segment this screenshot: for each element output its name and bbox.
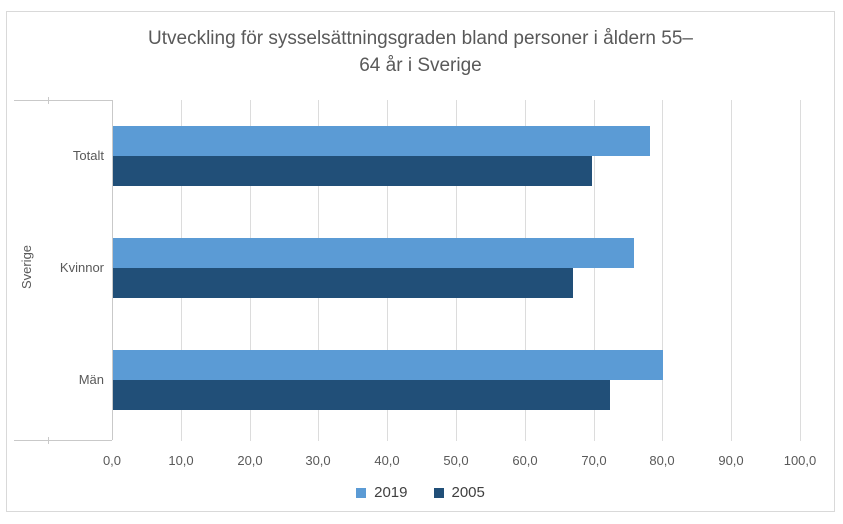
x-axis-tick-label: 80,0 bbox=[649, 453, 675, 468]
legend-item-2019: 2019 bbox=[356, 484, 408, 501]
x-axis-tick bbox=[525, 436, 526, 441]
category-axis-top-line bbox=[14, 100, 112, 101]
category-axis-bottom-line bbox=[14, 440, 112, 441]
bar-2019-kvinnor bbox=[113, 238, 634, 268]
gridline-80,0 bbox=[662, 100, 663, 436]
bar-2005-män bbox=[113, 380, 610, 410]
category-label-kvinnor: Kvinnor bbox=[59, 260, 104, 275]
x-axis-tick bbox=[387, 436, 388, 441]
x-axis-tick bbox=[662, 436, 663, 441]
bar-2005-kvinnor bbox=[113, 268, 573, 298]
x-axis-tick-label: 70,0 bbox=[581, 453, 607, 468]
x-axis-tick bbox=[456, 436, 457, 441]
x-axis-tick bbox=[318, 436, 319, 441]
x-axis-tick bbox=[800, 436, 801, 441]
bar-2019-totalt bbox=[113, 126, 650, 156]
category-label-totalt: Totalt bbox=[72, 148, 104, 163]
category-axis-top-tick bbox=[48, 97, 49, 104]
value-axis-line bbox=[112, 100, 113, 440]
x-axis-tick bbox=[181, 436, 182, 441]
gridline-90,0 bbox=[731, 100, 732, 436]
x-axis-tick-label: 60,0 bbox=[512, 453, 538, 468]
x-axis-tick-label: 20,0 bbox=[237, 453, 263, 468]
category-axis: Totalt Kvinnor Män bbox=[7, 100, 104, 436]
gridline-70,0 bbox=[594, 100, 595, 436]
legend-item-2005: 2005 bbox=[433, 484, 485, 501]
x-axis-tick-label: 30,0 bbox=[305, 453, 331, 468]
legend: 2019 2005 bbox=[7, 484, 834, 501]
x-axis-tick bbox=[731, 436, 732, 441]
x-axis-tick-label: 100,0 bbox=[783, 453, 817, 468]
legend-label-2005: 2005 bbox=[451, 484, 485, 501]
chart-title-line1: Utveckling för sysselsättningsgraden bla… bbox=[148, 28, 693, 49]
legend-marker-2005 bbox=[433, 487, 444, 498]
x-axis-tick-label: 0,0 bbox=[102, 453, 122, 468]
x-axis-tick bbox=[250, 436, 251, 441]
x-axis-tick-label: 10,0 bbox=[168, 453, 194, 468]
x-axis-tick bbox=[594, 436, 595, 441]
gridline-100,0 bbox=[800, 100, 801, 436]
chart-title: Utveckling för sysselsättningsgraden bla… bbox=[7, 25, 834, 79]
chart-frame: Utveckling för sysselsättningsgraden bla… bbox=[6, 11, 835, 512]
bar-2005-totalt bbox=[113, 156, 592, 186]
x-axis-tick-label: 40,0 bbox=[374, 453, 400, 468]
legend-marker-2019 bbox=[356, 487, 367, 498]
category-axis-bottom-tick bbox=[48, 437, 49, 444]
x-axis-tick-label: 90,0 bbox=[718, 453, 744, 468]
category-label-män: Män bbox=[78, 372, 104, 387]
plot-area bbox=[112, 100, 801, 441]
chart-title-line2: 64 år i Sverige bbox=[359, 55, 482, 76]
legend-label-2019: 2019 bbox=[374, 484, 408, 501]
bar-2019-män bbox=[113, 350, 663, 380]
x-axis-tick-label: 50,0 bbox=[443, 453, 469, 468]
x-axis: 0,0 10,0 20,0 30,0 40,0 50,0 60,0 70,0 80,0 90,0 1… bbox=[103, 453, 816, 469]
